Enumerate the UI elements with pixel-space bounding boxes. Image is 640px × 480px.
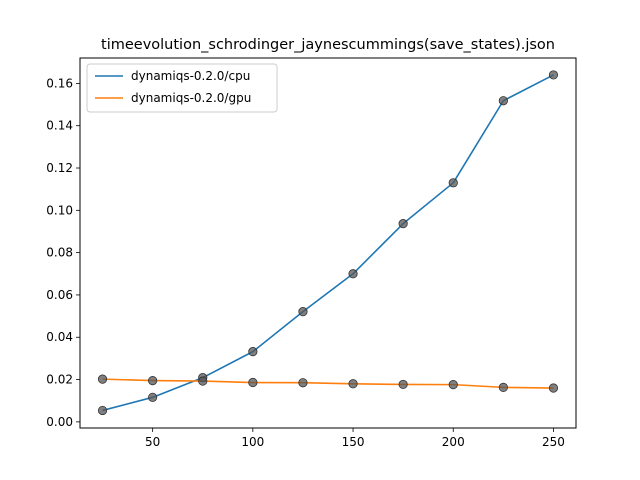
data-point-cpu bbox=[298, 307, 308, 317]
data-point-gpu bbox=[398, 379, 408, 390]
y-tick-label: 0.04 bbox=[46, 330, 73, 344]
y-tick-label: 0.06 bbox=[46, 288, 73, 302]
legend-label-gpu: dynamiqs-0.2.0/gpu bbox=[131, 91, 251, 105]
y-tick-label: 0.02 bbox=[46, 373, 73, 387]
data-point-gpu bbox=[348, 379, 358, 389]
y-tick-label: 0.08 bbox=[46, 246, 73, 260]
x-tick-label: 150 bbox=[342, 435, 365, 449]
data-point-gpu bbox=[148, 376, 158, 386]
x-tick-label: 50 bbox=[145, 435, 160, 449]
data-point-cpu bbox=[97, 405, 108, 416]
data-point-cpu bbox=[398, 219, 408, 229]
plot-area: 50 100 150 200 250 0.00 0.02 0.04 0.06 0.08 0.10 0.… bbox=[46, 70, 565, 449]
data-point-cpu bbox=[348, 269, 358, 279]
legend-box bbox=[86, 63, 278, 113]
data-point-cpu bbox=[548, 70, 559, 80]
y-tick-label: 0.00 bbox=[46, 415, 73, 429]
data-point-cpu bbox=[448, 178, 458, 188]
data-point-cpu bbox=[498, 96, 508, 106]
data-point-gpu bbox=[298, 378, 308, 388]
chart-title: timeevolution_schrodinger_jaynescummings… bbox=[101, 37, 555, 53]
data-point-cpu bbox=[148, 392, 158, 402]
y-tick-label: 0.16 bbox=[46, 76, 73, 90]
x-tick-label: 100 bbox=[241, 435, 264, 449]
series-line-gpu bbox=[102, 378, 554, 389]
y-tick-label: 0.14 bbox=[46, 119, 73, 133]
data-point-gpu bbox=[248, 377, 258, 388]
legend: dynamiqs-0.2.0/cpu dynamiqs-0.2.0/gpu bbox=[86, 63, 278, 113]
y-tick-label: 0.12 bbox=[46, 161, 73, 175]
axes-frame bbox=[79, 57, 577, 429]
y-tick-label: 0.10 bbox=[46, 203, 73, 217]
series-line-cpu bbox=[102, 74, 554, 412]
x-tick-label: 250 bbox=[542, 435, 565, 449]
x-tick-label: 200 bbox=[442, 435, 465, 449]
data-point-gpu bbox=[498, 382, 508, 392]
data-point-gpu bbox=[198, 376, 208, 386]
data-point-gpu bbox=[97, 374, 108, 384]
data-point-cpu bbox=[248, 347, 258, 357]
data-point-gpu bbox=[548, 383, 559, 393]
legend-label-cpu: dynamiqs-0.2.0/cpu bbox=[131, 69, 250, 83]
data-point-gpu bbox=[448, 380, 458, 390]
